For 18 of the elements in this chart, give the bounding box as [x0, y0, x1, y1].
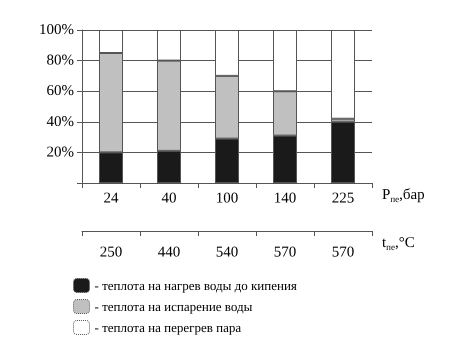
y-tick-label: 40% — [46, 114, 74, 130]
legend-label: - теплота на нагрев воды до кипения — [94, 278, 297, 293]
x-tick-label: 100 — [216, 190, 238, 206]
text: 570 — [274, 244, 296, 260]
legend-label: - теплота на испарение воды — [94, 299, 253, 314]
y-tick-label: 100% — [39, 22, 74, 38]
legend-label: - теплота на перегрев пара — [94, 320, 242, 335]
y-tick-label: 60% — [46, 83, 74, 100]
text: 570 — [332, 244, 354, 260]
y-tick-label: 20% — [46, 144, 74, 160]
x-tick-label: 24 — [104, 190, 119, 206]
text: 540 — [216, 244, 238, 260]
x-tick-label: 40 — [162, 190, 176, 206]
text: 250 — [100, 244, 122, 260]
text: 440 — [158, 244, 180, 260]
x-tick-label: 225 — [332, 190, 354, 206]
y-tick-label: 80% — [46, 52, 74, 69]
x-tick-label: 140 — [274, 190, 296, 206]
